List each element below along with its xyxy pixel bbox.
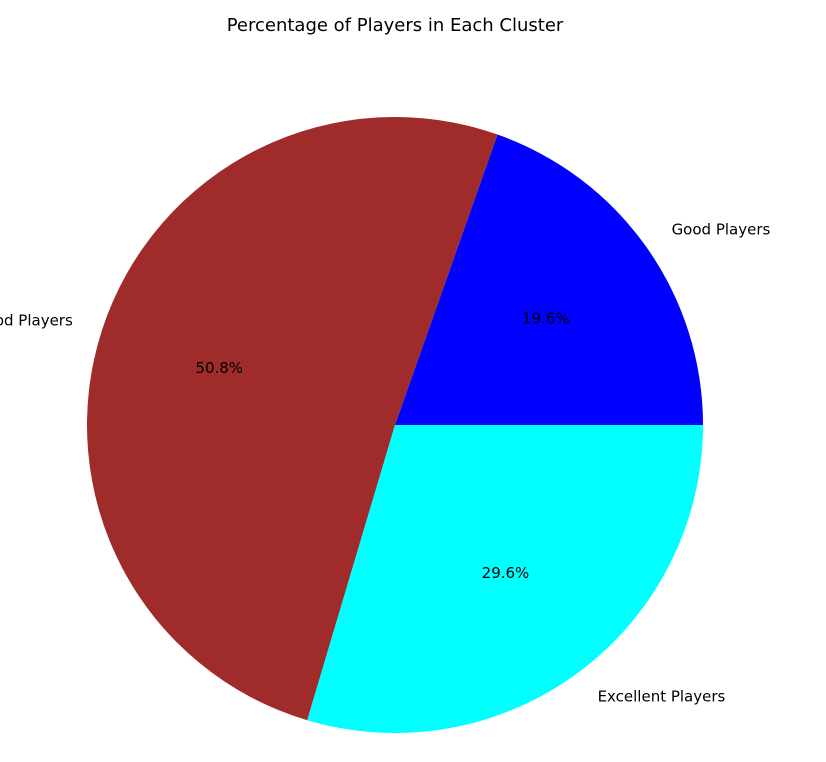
pie-slices [87, 117, 703, 734]
pie-slice-good-players [395, 134, 703, 426]
slice-category-label: Very Good Players [0, 311, 73, 329]
slice-percent-label: 50.8% [195, 359, 243, 377]
pie-slice-excellent-players [307, 425, 703, 734]
slice-percent-label: 19.6% [522, 309, 570, 327]
chart-title: Percentage of Players in Each Cluster [227, 15, 564, 36]
pie-labels: Good Players 19.6% Very Good Players 50.8% E… [0, 220, 771, 705]
pie-slice-very-good-players [87, 117, 498, 721]
slice-category-label: Excellent Players [598, 688, 726, 706]
slice-category-label: Good Players [672, 220, 771, 238]
slice-percent-label: 29.6% [482, 564, 530, 582]
